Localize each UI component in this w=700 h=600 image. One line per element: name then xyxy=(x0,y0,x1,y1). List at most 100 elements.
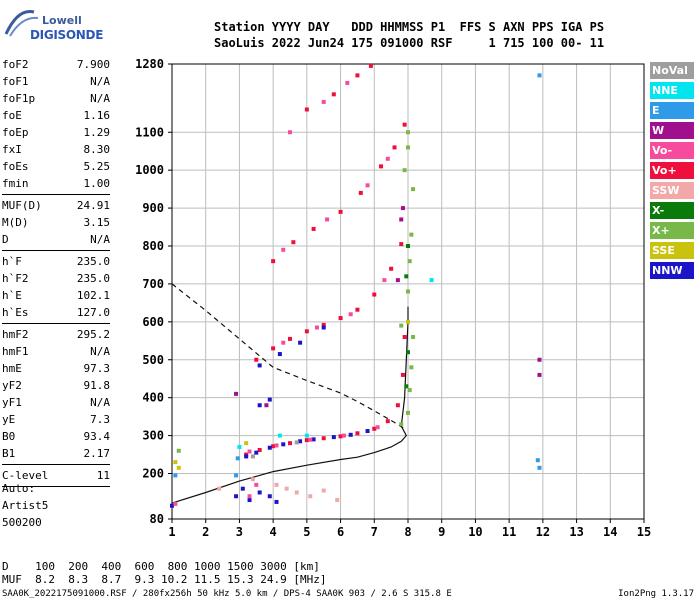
echo-point-vo xyxy=(400,372,405,377)
echo-point-x xyxy=(406,289,410,294)
echo-point-x xyxy=(406,350,410,355)
echo-point-vo xyxy=(372,292,377,297)
echo-point-x xyxy=(402,168,407,173)
echo-point-vo xyxy=(372,426,377,431)
legend-item-x: X- xyxy=(650,202,694,219)
echo-point-vo xyxy=(385,419,390,424)
param-label: D xyxy=(2,233,9,246)
x-tick-label: 11 xyxy=(502,525,516,539)
y-tick-label: 700 xyxy=(142,277,164,291)
param-value: 1.00 xyxy=(83,177,111,190)
echo-point-vo xyxy=(304,329,309,334)
echo-point-vo xyxy=(254,482,259,487)
param-label: B1 xyxy=(2,447,16,460)
param-row: foEs 5.25 xyxy=(2,158,110,175)
echo-point-ssw xyxy=(250,477,255,482)
x-tick-label: 2 xyxy=(202,525,209,539)
y-tick-label: 800 xyxy=(142,239,164,253)
echo-point-sse xyxy=(176,465,181,470)
echo-point-vo xyxy=(399,242,404,247)
auto-scaling-info: Auto: Artist5 500200 xyxy=(2,480,48,531)
param-label: h`F2 xyxy=(2,272,29,285)
y-tick-label: 80 xyxy=(150,512,164,526)
echo-point-nnw xyxy=(254,450,259,455)
param-value: 11 xyxy=(96,469,110,482)
echo-point-x xyxy=(406,145,410,150)
echo-point-nnw xyxy=(274,499,279,504)
param-row: hmE 97.3 xyxy=(2,360,110,377)
param-value: 235.0 xyxy=(76,272,110,285)
echo-point-ssw xyxy=(294,490,299,495)
echo-point-e xyxy=(173,473,178,478)
echo-point-x xyxy=(407,388,412,393)
param-row: h`F 235.0 xyxy=(2,253,110,270)
param-value: 235.0 xyxy=(76,255,110,268)
param-label: h`F xyxy=(2,255,22,268)
echo-point-x xyxy=(409,365,414,370)
echo-point-vo xyxy=(379,164,384,169)
echo-point-vo xyxy=(304,438,309,443)
param-value: N/A xyxy=(90,75,110,88)
echo-point-x xyxy=(407,259,412,264)
echo-point-x xyxy=(406,130,410,135)
echo-point-nne xyxy=(237,444,242,449)
echo-point-vo xyxy=(389,266,394,271)
footer-version: Ion2Png 1.3.17 xyxy=(618,589,694,599)
param-row: B0 93.4 xyxy=(2,428,110,445)
param-row: foE 1.16 xyxy=(2,107,110,124)
y-tick-label: 300 xyxy=(142,429,164,443)
param-row: fmin 1.00 xyxy=(2,175,110,192)
echo-point-vo xyxy=(392,145,397,150)
param-label: foE xyxy=(2,109,22,122)
legend-item-nne: NNE xyxy=(650,82,694,99)
echo-point-x xyxy=(411,335,416,339)
echo-point-vo xyxy=(382,278,387,283)
logo-mark-icon xyxy=(4,9,39,37)
auto-artist: Artist5 xyxy=(2,499,49,512)
echo-point-vo xyxy=(247,449,252,454)
logo-lowell-text: Lowell xyxy=(42,14,82,27)
header-labels: Station YYYY DAY DDD HHMMSS P1 FFS S AXN… xyxy=(214,20,605,34)
echo-point-nnw xyxy=(257,363,262,368)
echo-point-nnw xyxy=(267,397,272,402)
param-separator xyxy=(2,194,110,195)
param-value: 102.1 xyxy=(76,289,110,302)
echo-point-ssw xyxy=(308,494,313,499)
echo-point-sse xyxy=(173,460,178,465)
legend-item-sse: SSE xyxy=(650,242,694,259)
param-label: foF2 xyxy=(2,58,29,71)
echo-point-w xyxy=(399,217,404,222)
param-separator xyxy=(2,323,110,324)
param-label: foF1p xyxy=(2,92,36,105)
echo-point-x xyxy=(406,244,410,248)
param-label: hmE xyxy=(2,362,22,375)
legend-item-vo: Vo+ xyxy=(650,162,694,179)
echo-point-vo xyxy=(281,340,286,345)
echo-point-x xyxy=(409,232,414,237)
param-row: hmF1 N/A xyxy=(2,343,110,360)
true-height-profile-line xyxy=(171,306,409,504)
legend-item-e: E xyxy=(650,102,694,119)
param-row: foF2 7.900 xyxy=(2,56,110,73)
echo-point-nnw xyxy=(298,439,303,444)
echo-point-nnw xyxy=(281,442,286,447)
echo-point-nnw xyxy=(277,352,282,357)
param-row: hmF2 295.2 xyxy=(2,326,110,343)
echo-point-noval xyxy=(250,454,255,459)
param-label: MUF(D) xyxy=(2,199,42,212)
legend-item-vo: Vo- xyxy=(650,142,694,159)
param-row: foF1 N/A xyxy=(2,73,110,90)
muf-value-row: MUF 8.2 8.3 8.7 9.3 10.2 11.5 15.3 24.9 … xyxy=(2,573,327,586)
y-tick-label: 1100 xyxy=(135,125,164,139)
echo-point-w xyxy=(264,403,269,408)
echo-point-e xyxy=(235,456,240,461)
echo-point-x xyxy=(404,274,409,279)
auto-code: 500200 xyxy=(2,516,42,529)
echo-point-vo xyxy=(338,209,343,214)
param-value: 7.900 xyxy=(76,58,110,71)
param-row: foF1p N/A xyxy=(2,90,110,107)
auto-label: Auto: xyxy=(2,482,36,495)
echo-point-ssw xyxy=(284,486,289,491)
param-value: 91.8 xyxy=(83,379,111,392)
scaled-parameters-panel: foF2 7.900 foF1 N/A foF1p N/A foE 1.16 foEp 1.29 f… xyxy=(2,56,110,489)
